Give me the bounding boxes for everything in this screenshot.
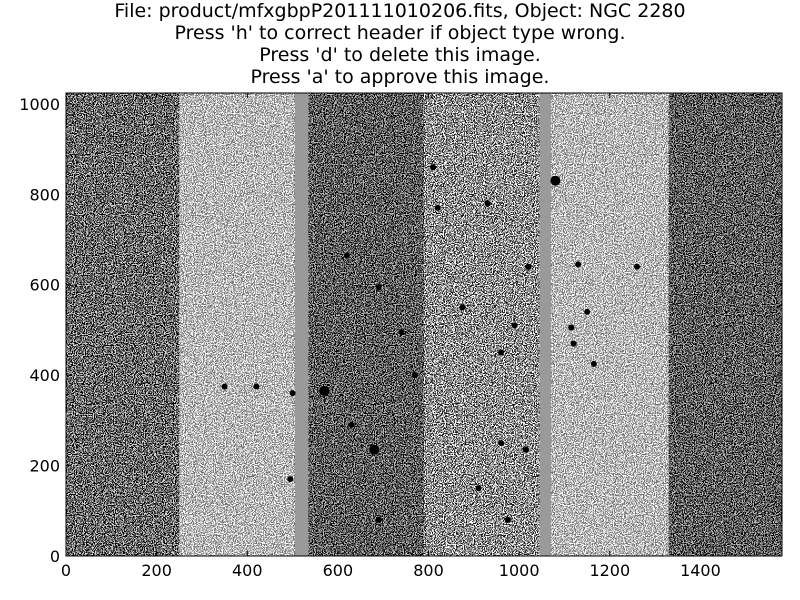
figure-title: File: product/mfxgbpP201111010206.fits, … — [0, 0, 800, 88]
source-point — [287, 476, 294, 483]
source-point — [289, 390, 296, 397]
image-grain — [66, 93, 782, 556]
source-point — [375, 516, 382, 523]
x-tick-label: 800 — [413, 561, 444, 580]
x-tick-label: 1400 — [680, 561, 721, 580]
title-line-approve-hint: Press 'a' to approve this image. — [250, 66, 550, 88]
source-point — [633, 263, 640, 270]
chip-gap-1 — [294, 93, 309, 556]
x-tick-label: 1000 — [499, 561, 540, 580]
title-line-file: File: product/mfxgbpP201111010206.fits, … — [114, 0, 686, 22]
source-point — [475, 485, 482, 492]
y-axis: 0 200 400 600 800 1000 — [19, 95, 782, 566]
point-sources — [221, 164, 640, 523]
title-line-header-hint: Press 'h' to correct header if object ty… — [174, 22, 626, 44]
source-point — [570, 340, 577, 347]
source-point — [398, 329, 405, 336]
chip-gap-2 — [539, 93, 551, 556]
source-point — [568, 324, 575, 331]
chip-region-1 — [66, 93, 180, 556]
source-point — [498, 439, 505, 446]
source-point — [319, 385, 330, 396]
source-point — [525, 263, 532, 270]
plot-frame — [65, 92, 783, 557]
y-tick-label: 0 — [50, 547, 60, 566]
source-point — [430, 164, 437, 171]
y-tick-label: 400 — [29, 366, 60, 385]
source-point — [575, 261, 582, 268]
y-tick-label: 800 — [29, 185, 60, 204]
source-point — [511, 322, 518, 329]
x-tick-label: 400 — [232, 561, 263, 580]
x-tick-label: 600 — [323, 561, 354, 580]
source-point — [221, 383, 228, 390]
x-tick-label: 1200 — [589, 561, 630, 580]
chip-region-4 — [424, 93, 540, 556]
x-tick-label: 200 — [141, 561, 172, 580]
source-point — [369, 444, 380, 455]
chip-region-2 — [179, 93, 295, 556]
source-point — [550, 175, 561, 186]
source-point — [484, 200, 491, 207]
source-point — [434, 204, 441, 211]
source-point — [348, 421, 355, 428]
y-tick-label: 600 — [29, 276, 60, 295]
fits-image — [66, 93, 782, 556]
x-axis: 0 200 400 600 800 1000 1200 1400 — [61, 93, 721, 580]
source-point — [584, 308, 591, 315]
chip-region-3 — [308, 93, 424, 556]
source-point — [343, 252, 350, 259]
y-tick-label: 200 — [29, 457, 60, 476]
chip-region-6 — [668, 93, 782, 556]
source-point — [498, 349, 505, 356]
title-line-delete-hint: Press 'd' to delete this image. — [259, 44, 541, 66]
y-tick-label: 1000 — [19, 95, 60, 114]
source-point — [253, 383, 260, 390]
source-point — [411, 372, 418, 379]
source-point — [590, 360, 597, 367]
x-tick-label: 0 — [61, 561, 71, 580]
source-point — [375, 283, 382, 290]
source-point — [522, 446, 529, 453]
source-point — [459, 304, 466, 311]
chip-region-5 — [550, 93, 669, 556]
source-point — [504, 516, 511, 523]
